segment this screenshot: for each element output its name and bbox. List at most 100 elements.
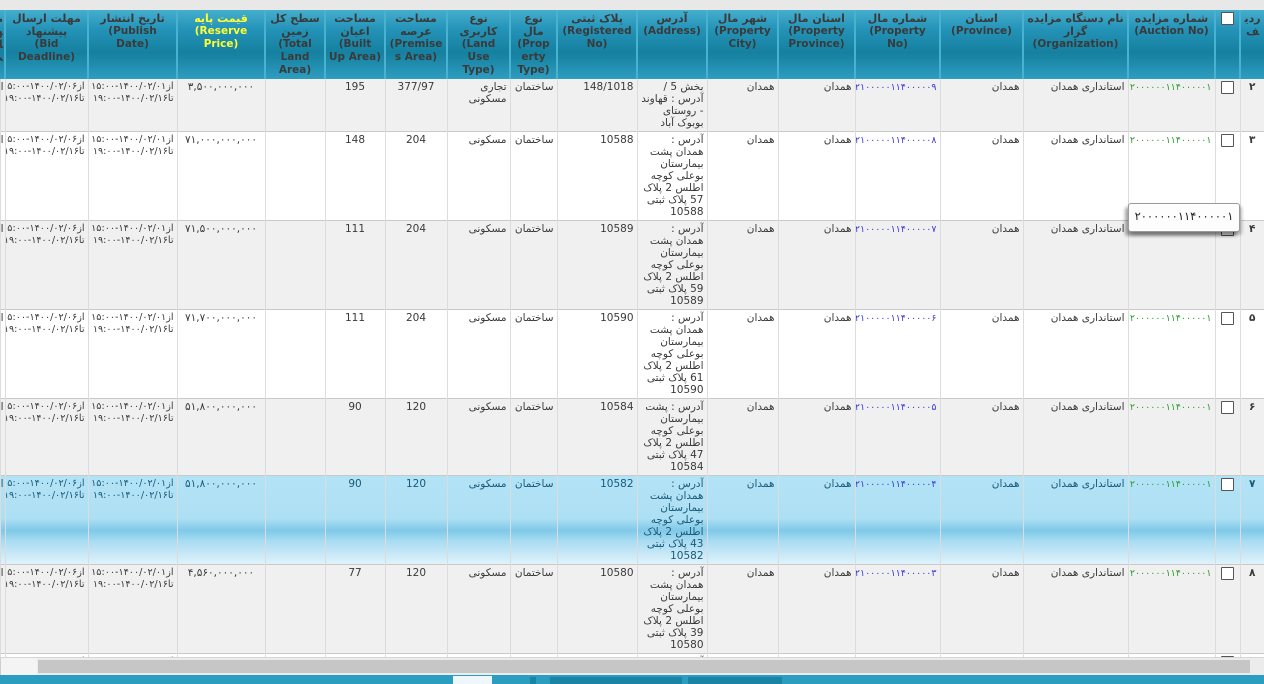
deadline-to: تا۱۴۰۰/۰۲/۱۶-۱۹:۰۰: [5, 235, 85, 246]
publish-from: از۱۴۰۰/۰۲/۰۱-۱۵:۰۰: [91, 81, 174, 92]
property-no-link[interactable]: ۲۱۰۰۰۰۰۱۱۴۰۰۰۰۰۷: [855, 224, 937, 235]
column-header-land_use: نوع کاربری (Land Use Type): [446, 10, 510, 79]
auction-no-link[interactable]: ۲۰۰۰۰۰۰۱۱۴۰۰۰۰۰۱: [1129, 135, 1212, 146]
property-no-link[interactable]: ۲۱۰۰۰۰۰۱۱۴۰۰۰۰۰۸: [855, 135, 937, 146]
column-label-en: (Registered No): [562, 25, 632, 50]
footer-page-box[interactable]: [453, 676, 492, 684]
column-header-row_no: ردیف: [1239, 10, 1264, 79]
table-row: ۴۲۰۰۰۰۰۰۱۱۴۰۰۰۰۰۱استانداری همدانهمدان۲۱۰…: [0, 220, 1264, 310]
deadline-from: از۱۴۰۰/۰۲/۰۶-۱۵:۰۰: [6, 478, 85, 489]
cell-land-use: مسکونی: [446, 309, 510, 399]
cell-premises-area: 204: [384, 220, 447, 310]
cell-reserve-price: ۵۱,۸۰۰,۰۰۰,۰۰۰: [176, 398, 265, 476]
property-no-link[interactable]: ۲۱۰۰۰۰۰۱۱۴۰۰۰۰۰۹: [855, 82, 937, 93]
cell-reserve-price: ۴,۵۶۰,۰۰۰,۰۰۰: [176, 564, 265, 654]
footer-segment: [550, 677, 682, 684]
cell-property-no: ۲۱۰۰۰۰۰۱۱۴۰۰۰۰۰۹: [854, 79, 940, 132]
cell-total-land-area: [264, 475, 325, 565]
cell-auction-no: ۲۰۰۰۰۰۰۱۱۴۰۰۰۰۰۱: [1127, 475, 1215, 565]
column-header-clipped: مهلت: [0, 10, 5, 79]
column-header-publish_date: تاریخ انتشار (Publish Date): [87, 10, 177, 79]
auction-no-link[interactable]: ۲۰۰۰۰۰۰۱۱۴۰۰۰۰۰۱: [1129, 82, 1212, 93]
row-checkbox[interactable]: [1221, 401, 1234, 414]
property-no-link[interactable]: ۲۱۰۰۰۰۰۱۱۴۰۰۰۰۰۶: [855, 313, 937, 324]
property-no-link[interactable]: ۲۱۰۰۰۰۰۱۱۴۰۰۰۰۰۳: [855, 568, 937, 579]
cell-select: [1214, 220, 1240, 310]
column-label-fa: آدرس: [656, 12, 688, 25]
property-no-link[interactable]: ۲۱۰۰۰۰۰۱۱۴۰۰۰۰۰۴: [855, 479, 937, 490]
cell-province: همدان: [939, 398, 1023, 476]
publish-to: تا۱۴۰۰/۰۲/۱۶-۱۹:۰۰: [92, 93, 174, 104]
cell-property-no: ۲۱۰۰۰۰۰۱۱۴۰۰۰۰۰۵: [854, 398, 940, 476]
cell-property-city: همدان: [706, 131, 778, 221]
column-label-en: (Total Land Area): [278, 38, 312, 76]
cell-registered-no: 148/1018: [556, 79, 637, 132]
cell-registered-no: 10590: [556, 309, 637, 399]
column-label-fa: سطح کل زمین: [270, 12, 320, 38]
cell-property-province: همدان: [777, 79, 855, 132]
cell-property-type: ساختمان: [509, 309, 557, 399]
row-checkbox[interactable]: [1221, 567, 1234, 580]
publish-from: از۱۴۰۰/۰۲/۰۱-۱۵:۰۰: [91, 134, 174, 145]
cell-address: آدرس : پشت بیمارستان بوعلی کوچه اطلس 2 پ…: [636, 398, 707, 476]
row-checkbox[interactable]: [1221, 81, 1234, 94]
cell-select: [1214, 475, 1240, 565]
auction-no-link[interactable]: ۲۰۰۰۰۰۰۱۱۴۰۰۰۰۰۱: [1129, 568, 1212, 579]
row-checkbox[interactable]: [1221, 134, 1234, 147]
cell-premises-area: 120: [384, 398, 447, 476]
cell-address: آدرس : همدان پشت بیمارستان بوعلی کوچه اط…: [636, 564, 707, 654]
cell-land-use: مسکونی: [446, 131, 510, 221]
column-label-en: (Property Type): [517, 38, 550, 76]
horizontal-scrollbar-thumb[interactable]: [38, 660, 1250, 673]
property-no-link[interactable]: ۲۱۰۰۰۰۰۱۱۴۰۰۰۰۰۵: [855, 402, 937, 413]
cell-row-no: ۲: [1239, 79, 1264, 132]
cell-row-no: ۷: [1239, 475, 1264, 565]
row-checkbox[interactable]: [1221, 478, 1234, 491]
column-label-en: (Premises Area): [389, 38, 443, 63]
publish-to: تا۱۴۰۰/۰۲/۱۶-۱۹:۰۰: [92, 146, 174, 157]
cell-clipped: از۱۴۰۰/۰۲/۰۶-۱۵:۰۰: [0, 309, 5, 399]
cell-property-province: همدان: [777, 475, 855, 565]
table-row: ۲ ۲۰۰۰۰۰۰۱۱۴۰۰۰۰۰۱ استانداری همدان همدان ۲۱۰…: [0, 79, 1264, 132]
column-label-fa: نوع مال: [523, 12, 544, 38]
cell-address: آدرس : همدان پشت بیمارستان بوعلی کوچه اط…: [636, 475, 707, 565]
publish-to: تا۱۴۰۰/۰۲/۱۶-۱۹:۰۰: [92, 490, 174, 501]
cell-clipped: از۱۴۰۰/۰۲/۰۶-۱۵:۰۰: [0, 131, 5, 221]
column-label-fa: مساحت اعیان: [334, 12, 376, 38]
column-label-en: (Auction No): [1134, 25, 1209, 37]
cell-auction-no: ۲۰۰۰۰۰۰۱۱۴۰۰۰۰۰۱: [1127, 309, 1215, 399]
cell-built-up-area: 77: [324, 564, 385, 654]
cell-province: همدان: [939, 131, 1023, 221]
cell-property-no: ۲۱۰۰۰۰۰۱۱۴۰۰۰۰۰۶: [854, 309, 940, 399]
column-label-en: (Organization): [1032, 38, 1119, 50]
footer-segment: [688, 677, 782, 684]
auction-no-link[interactable]: ۲۰۰۰۰۰۰۱۱۴۰۰۰۰۰۱: [1129, 402, 1212, 413]
cell-property-city: همدان: [706, 309, 778, 399]
cell-address: آدرس : همدان پشت بیمارستان بوعلی کوچه اط…: [636, 220, 707, 310]
auction-no-link[interactable]: ۲۰۰۰۰۰۰۱۱۴۰۰۰۰۰۱: [1129, 313, 1212, 324]
deadline-from: از۱۴۰۰/۰۲/۰۶-۱۵:۰۰: [6, 312, 85, 323]
cell-province: همدان: [939, 220, 1023, 310]
column-label-en: (Address): [643, 25, 701, 37]
cell-property-no: ۲۱۰۰۰۰۰۱۱۴۰۰۰۰۰۸: [854, 131, 940, 221]
column-label-fa: شماره مزایده: [1134, 12, 1209, 25]
row-checkbox[interactable]: [1221, 312, 1234, 325]
column-header-organization: نام دستگاه مزایده گزار (Organization): [1022, 10, 1128, 79]
select-all-checkbox[interactable]: [1221, 12, 1234, 25]
cell-row-no: ۴: [1239, 220, 1264, 310]
cell-land-use: مسکونی: [446, 220, 510, 310]
column-label-en: (Property City): [714, 25, 771, 50]
cell-address: بخش 5 / آدرس : قهاوند - روستای بوبوک آبا…: [636, 79, 707, 132]
deadline-to: تا۱۴۰۰/۰۲/۱۶-۱۹:۰۰: [5, 413, 85, 424]
auction-no-link[interactable]: ۲۰۰۰۰۰۰۱۱۴۰۰۰۰۰۱: [1129, 479, 1212, 490]
column-header-total_land_area: سطح کل زمین (Total Land Area): [264, 10, 325, 79]
cell-clipped: از۱۴۰۰/۰۲/۰۶-۱۵:۰۰: [0, 564, 5, 654]
cell-province: همدان: [939, 564, 1023, 654]
cell-registered-no: 10580: [556, 564, 637, 654]
